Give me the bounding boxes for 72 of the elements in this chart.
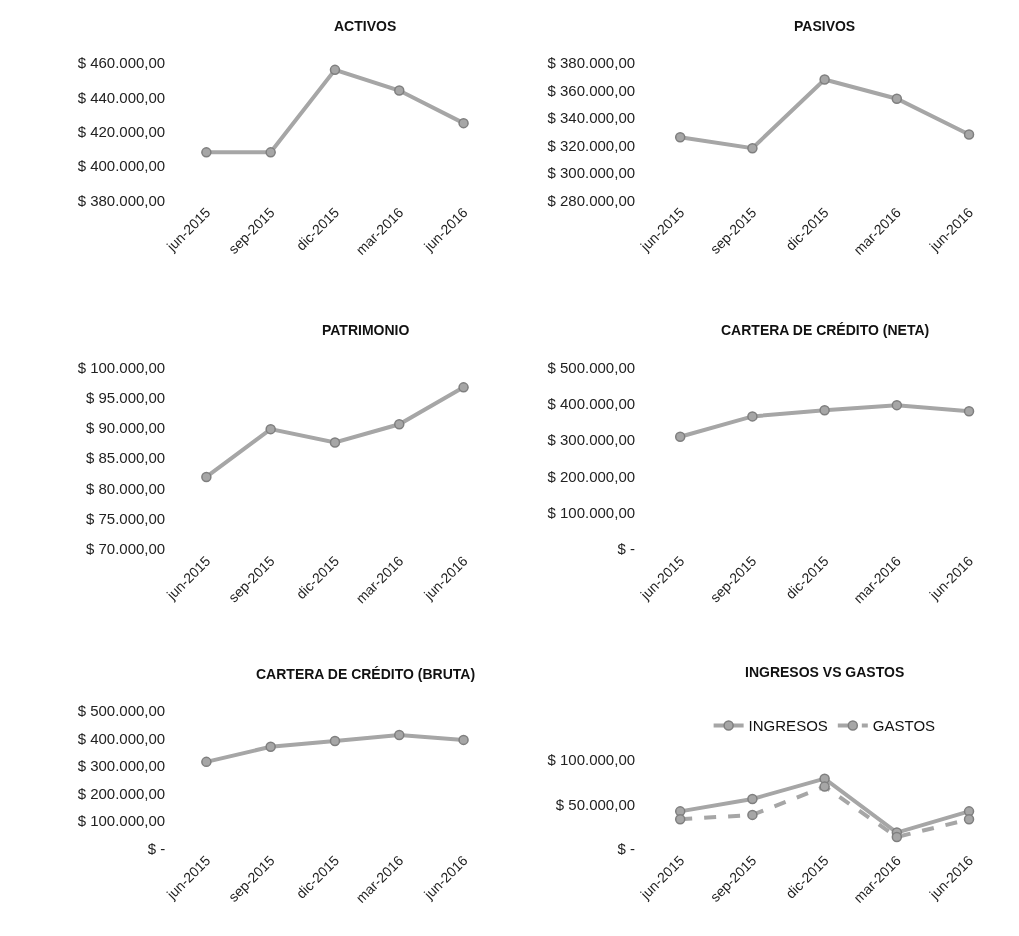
y-tick-label: $ 460.000,00 xyxy=(77,54,166,72)
y-tick-label: $ 380.000,00 xyxy=(547,54,636,72)
point xyxy=(674,431,686,443)
y-tick-label: $ 70.000,00 xyxy=(85,540,166,558)
y-tick-label: $ 300.000,00 xyxy=(77,757,166,775)
chart-title: ACTIVOS xyxy=(334,18,397,34)
y-tick-label: $ 200.000,00 xyxy=(77,784,166,802)
point xyxy=(963,129,975,140)
point xyxy=(201,147,212,158)
y-tick-label: $ 75.000,00 xyxy=(85,509,166,527)
point xyxy=(891,399,903,411)
y-tick-label: $ 90.000,00 xyxy=(85,419,166,437)
point xyxy=(963,814,975,825)
point xyxy=(265,147,276,158)
y-tick-label: $ 200.000,00 xyxy=(547,467,636,485)
y-tick-label: $ 100.000,00 xyxy=(77,358,166,376)
y-tick-label: $ 380.000,00 xyxy=(77,191,166,209)
y-tick-label: $ 500.000,00 xyxy=(77,702,166,720)
legend-label: GASTOS xyxy=(872,717,936,735)
y-tick-label: $ 400.000,00 xyxy=(77,729,166,747)
point xyxy=(458,382,469,393)
point xyxy=(394,729,405,741)
y-tick-label: $ 400.000,00 xyxy=(547,394,636,412)
chart-title: CARTERA DE CRÉDITO (NETA) xyxy=(721,322,930,338)
point xyxy=(674,814,686,825)
point xyxy=(819,781,830,792)
y-tick-label: $ 100.000,00 xyxy=(77,812,166,830)
point xyxy=(265,423,276,435)
y-tick-label: $ 500.000,00 xyxy=(547,358,636,376)
y-tick-label: $ 420.000,00 xyxy=(77,122,166,140)
y-tick-label: $ 340.000,00 xyxy=(547,109,636,127)
y-tick-label: $ 300.000,00 xyxy=(547,164,636,182)
point xyxy=(201,756,212,768)
y-tick-label: $ 440.000,00 xyxy=(77,88,166,106)
y-tick-label: $ - xyxy=(147,839,166,857)
point xyxy=(201,471,212,483)
point xyxy=(747,793,758,805)
point xyxy=(329,437,341,448)
y-tick-label: $ 80.000,00 xyxy=(85,479,166,497)
y-tick-label: $ - xyxy=(617,540,636,558)
y-tick-label: $ 95.000,00 xyxy=(85,388,166,406)
y-tick-label: $ 360.000,00 xyxy=(547,81,636,99)
y-tick-label: $ 280.000,00 xyxy=(547,191,636,209)
point xyxy=(329,735,341,747)
chart-title: PASIVOS xyxy=(794,18,856,34)
point xyxy=(394,419,405,430)
point xyxy=(265,741,276,752)
point xyxy=(747,809,758,821)
y-tick-label: $ 100.000,00 xyxy=(547,503,636,521)
point xyxy=(674,131,686,143)
y-tick-label: $ - xyxy=(617,839,636,857)
y-tick-label: $ 50.000,00 xyxy=(555,795,636,813)
point xyxy=(458,734,469,746)
chart-title: INGRESOS VS GASTOS xyxy=(745,664,905,680)
point xyxy=(747,411,758,422)
point xyxy=(963,406,975,417)
point xyxy=(819,74,830,85)
point xyxy=(329,64,341,76)
y-tick-label: $ 400.000,00 xyxy=(77,157,166,175)
y-tick-label: $ 320.000,00 xyxy=(547,136,636,154)
point xyxy=(747,142,758,154)
chart-title: PATRIMONIO xyxy=(322,322,410,338)
point xyxy=(891,93,903,104)
point xyxy=(891,831,903,843)
y-tick-label: $ 300.000,00 xyxy=(547,431,636,449)
point xyxy=(819,404,830,416)
point xyxy=(394,85,405,96)
y-tick-label: $ 100.000,00 xyxy=(547,751,636,769)
point xyxy=(458,117,469,129)
legend-label: INGRESOS xyxy=(748,717,828,735)
y-tick-label: $ 85.000,00 xyxy=(85,449,166,467)
chart-title: CARTERA DE CRÉDITO (BRUTA) xyxy=(256,666,476,682)
